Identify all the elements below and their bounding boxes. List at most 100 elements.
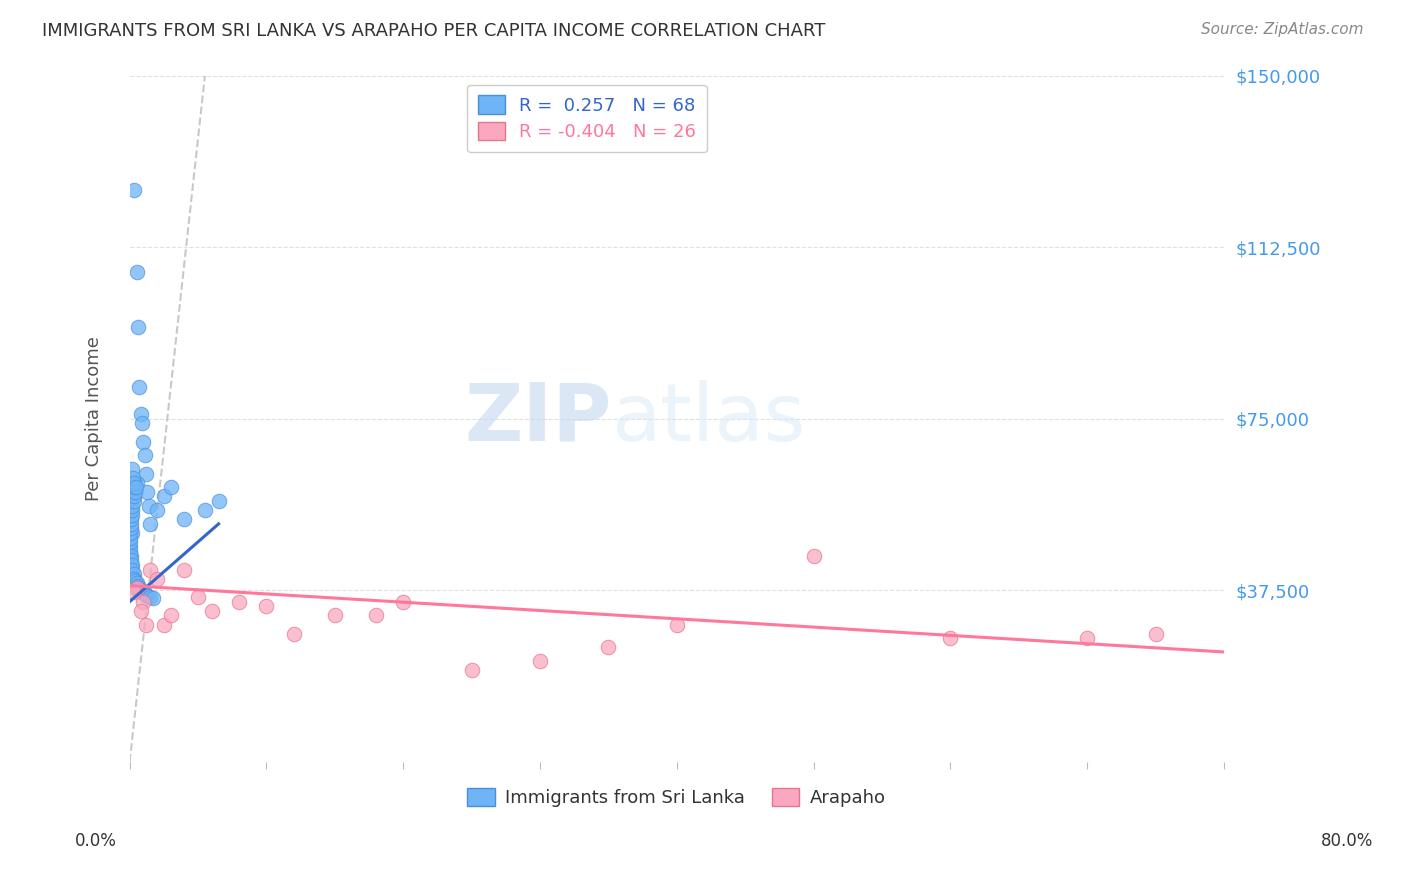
Point (134, 448, 156, 462)
Point (136, 484, 159, 499)
Point (131, 584, 153, 599)
Point (120, 553, 142, 567)
Point (142, 591, 165, 605)
Point (125, 581, 148, 595)
Legend: Immigrants from Sri Lanka, Arapaho: Immigrants from Sri Lanka, Arapaho (460, 780, 893, 814)
Point (173, 512, 195, 526)
Point (364, 608, 387, 623)
Point (129, 407, 152, 421)
Point (118, 540, 141, 554)
Point (131, 416, 153, 430)
Point (128, 581, 150, 595)
Point (256, 599, 278, 614)
Point (121, 503, 143, 517)
Point (124, 574, 146, 588)
Point (128, 379, 150, 393)
Point (118, 549, 141, 563)
Point (124, 480, 146, 494)
Point (120, 521, 142, 535)
Point (139, 590, 162, 604)
Point (323, 608, 346, 623)
Point (132, 585, 155, 599)
Point (129, 583, 152, 598)
Point (120, 567, 142, 582)
Point (121, 508, 143, 522)
Point (135, 588, 157, 602)
Point (194, 503, 217, 517)
Point (598, 640, 620, 655)
Point (136, 589, 159, 603)
Point (283, 626, 305, 640)
Point (118, 535, 141, 549)
Point (127, 320, 149, 334)
Text: IMMIGRANTS FROM SRI LANKA VS ARAPAHO PER CAPITA INCOME CORRELATION CHART: IMMIGRANTS FROM SRI LANKA VS ARAPAHO PER… (42, 22, 825, 40)
Text: atlas: atlas (612, 380, 806, 458)
Point (529, 654, 551, 668)
Point (1144, 626, 1167, 640)
Point (134, 586, 156, 600)
Point (201, 604, 224, 618)
Point (121, 572, 143, 586)
Point (139, 516, 162, 531)
Point (132, 594, 155, 608)
Point (146, 503, 169, 517)
Point (121, 499, 143, 513)
Point (124, 579, 146, 593)
Point (125, 265, 148, 279)
Point (120, 480, 142, 494)
Point (122, 494, 145, 508)
Point (122, 490, 145, 504)
Text: ZIP: ZIP (464, 380, 612, 458)
Point (228, 594, 250, 608)
Point (127, 579, 149, 593)
Point (207, 494, 229, 508)
Point (153, 617, 176, 632)
Point (118, 563, 141, 577)
Text: 0.0%: 0.0% (75, 831, 117, 849)
Point (665, 617, 688, 632)
Point (138, 499, 160, 513)
Point (392, 594, 415, 608)
Point (129, 604, 152, 618)
Point (125, 480, 148, 494)
Point (118, 531, 141, 545)
Point (127, 583, 149, 598)
Point (121, 526, 143, 541)
Point (121, 563, 143, 577)
Point (135, 617, 157, 632)
Text: Source: ZipAtlas.com: Source: ZipAtlas.com (1201, 22, 1364, 37)
Point (146, 572, 169, 586)
Point (125, 576, 148, 591)
Point (122, 567, 145, 582)
Point (118, 526, 141, 541)
Point (120, 512, 142, 526)
Point (118, 553, 141, 567)
Point (173, 563, 195, 577)
Point (122, 585, 145, 599)
Point (122, 183, 145, 197)
Point (120, 516, 142, 531)
Point (120, 558, 142, 572)
Point (122, 576, 145, 591)
Point (135, 467, 157, 481)
Point (122, 471, 145, 485)
Point (122, 572, 145, 586)
Point (1076, 632, 1098, 646)
Point (803, 549, 825, 563)
Point (124, 484, 146, 499)
Point (139, 563, 162, 577)
Point (939, 632, 962, 646)
Point (118, 544, 141, 558)
Point (153, 490, 176, 504)
Point (124, 475, 146, 490)
Point (121, 558, 143, 572)
Point (159, 608, 181, 623)
Point (125, 475, 148, 490)
Point (187, 590, 209, 604)
Text: 80.0%: 80.0% (1320, 831, 1374, 849)
Point (460, 663, 482, 677)
Point (132, 434, 155, 449)
Point (159, 480, 181, 494)
Point (121, 462, 143, 476)
Y-axis label: Per Capita Income: Per Capita Income (86, 336, 103, 501)
